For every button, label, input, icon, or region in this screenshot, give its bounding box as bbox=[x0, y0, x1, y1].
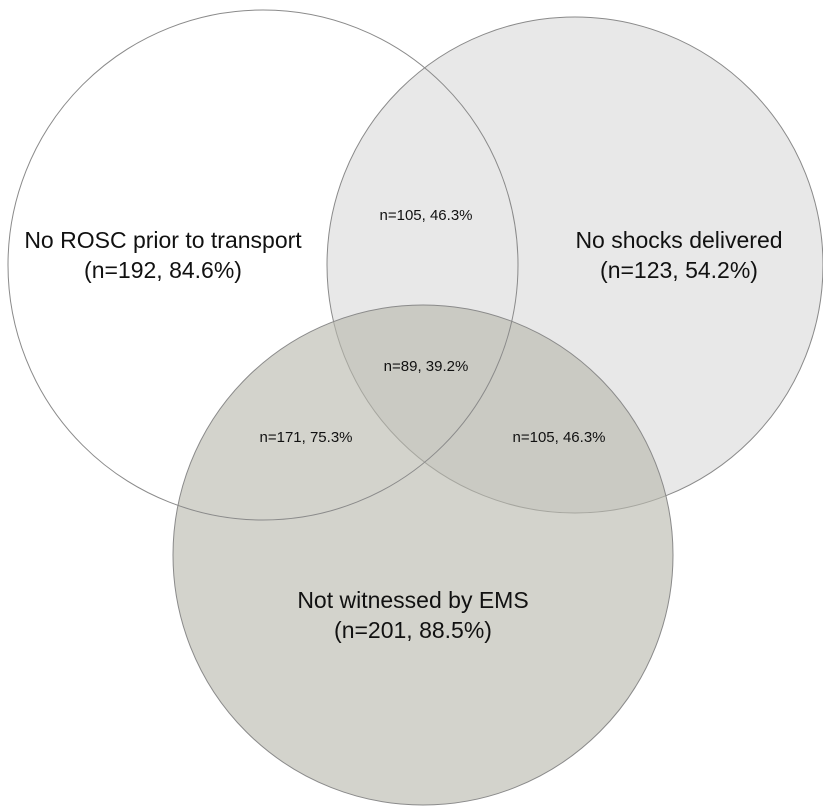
no-rosc-label: No ROSC prior to transport bbox=[24, 227, 302, 253]
not-witnessed-count: (n=201, 88.5%) bbox=[334, 617, 492, 643]
overlap-rosc-shocks-label: n=105, 46.3% bbox=[380, 207, 473, 224]
no-rosc-count: (n=192, 84.6%) bbox=[84, 257, 242, 283]
circle-no-rosc bbox=[7, 9, 519, 521]
no-shocks-count: (n=123, 54.2%) bbox=[600, 257, 758, 283]
overlap-shocks-witnessed-label: n=105, 46.3% bbox=[513, 429, 606, 446]
overlap-rosc-witnessed-label: n=171, 75.3% bbox=[260, 429, 353, 446]
circle-not-witnessed bbox=[172, 304, 674, 806]
no-shocks-label: No shocks delivered bbox=[575, 227, 782, 253]
overlap-all-three-label: n=89, 39.2% bbox=[384, 358, 469, 375]
not-witnessed-label: Not witnessed by EMS bbox=[297, 587, 528, 613]
